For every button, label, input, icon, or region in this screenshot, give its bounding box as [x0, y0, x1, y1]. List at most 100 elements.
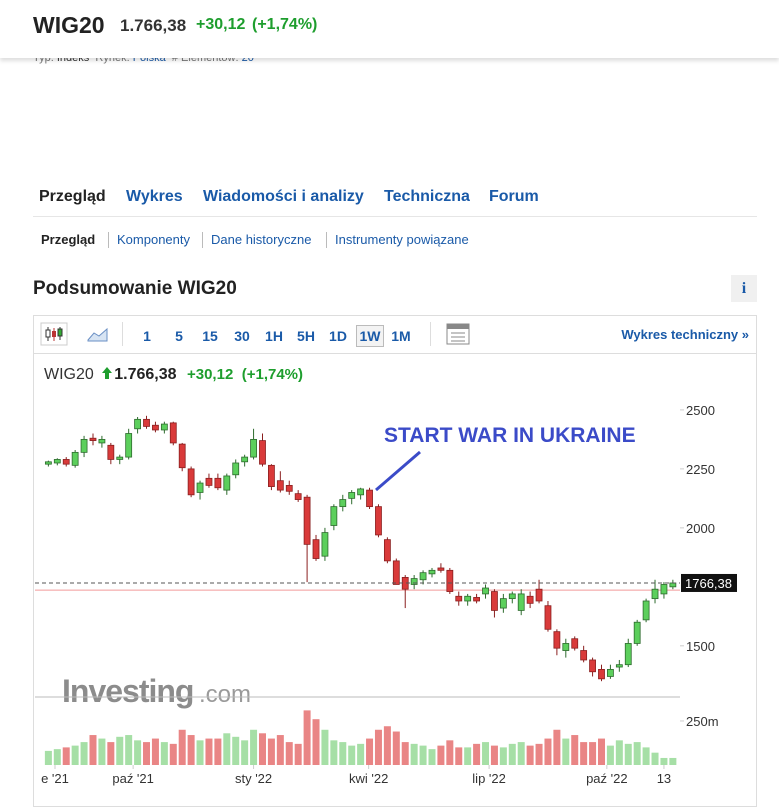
volume-bar	[160, 742, 168, 765]
tab[interactable]: Wiadomości i analizy	[203, 188, 364, 205]
y-tick-label: 2500	[686, 403, 715, 418]
interval-button[interactable]: 1W	[356, 325, 384, 347]
volume-bar	[250, 729, 258, 765]
candle-body	[366, 489, 373, 508]
interval-button[interactable]: 1	[143, 328, 151, 344]
interval-button[interactable]: 30	[234, 328, 250, 344]
legend-change-pct: (+1,74%)	[241, 366, 304, 383]
tab[interactable]: Wykres	[126, 188, 183, 205]
y-tick-label: 2250	[686, 462, 715, 477]
x-tick-label: sty '22	[235, 771, 272, 786]
candle-body	[62, 459, 70, 465]
volume-bar	[196, 740, 204, 765]
subtab[interactable]: Komponenty	[117, 232, 190, 247]
candle-body	[392, 560, 400, 585]
candle-body	[276, 480, 284, 491]
annotation-arrow	[375, 450, 421, 492]
volume-bar	[107, 742, 115, 765]
candle-body	[187, 468, 195, 496]
layout-icon[interactable]	[446, 323, 470, 345]
change-pct: (+1,74%)	[252, 16, 318, 33]
candle-body	[134, 418, 141, 430]
candle-body	[116, 456, 124, 460]
volume-bar	[660, 757, 668, 765]
volume-bar	[615, 740, 623, 765]
symbol: WIG20	[33, 12, 105, 38]
volume-bar	[143, 742, 151, 765]
candle-body	[571, 638, 579, 649]
candle-body	[178, 443, 186, 469]
y-tick-label: 1500	[686, 639, 715, 654]
candle-body	[499, 598, 507, 609]
interval-button[interactable]: 15	[202, 328, 218, 344]
candle-body	[321, 532, 329, 557]
volume-bar	[392, 731, 400, 765]
interval-button[interactable]: 1M	[391, 328, 411, 344]
volume-bar	[473, 743, 481, 765]
candle-body	[419, 572, 427, 581]
tab[interactable]: Przegląd	[39, 188, 106, 205]
x-tick-label: 13	[657, 771, 671, 786]
y-tick-label: 2000	[686, 521, 715, 536]
volume-bar	[669, 757, 677, 765]
volume-bar	[535, 743, 543, 765]
candle-body	[535, 588, 543, 602]
info-button[interactable]: i	[731, 275, 757, 302]
volume-bar	[71, 745, 79, 765]
volume-bar	[223, 733, 231, 765]
x-tick-label: paź '21	[112, 771, 154, 786]
volume-bar	[562, 738, 570, 765]
interval-button[interactable]: 1D	[329, 328, 347, 344]
volume-bar	[187, 735, 195, 765]
volume-bar	[624, 743, 632, 765]
volume-bar	[348, 745, 356, 765]
x-tick-label: lip '22	[472, 771, 506, 786]
volume-bar	[499, 747, 507, 765]
volume-bar	[205, 738, 213, 765]
candle-body	[517, 593, 525, 611]
candle-body	[589, 659, 596, 673]
toolbar-border	[34, 353, 756, 354]
volume-bar	[339, 742, 347, 765]
tab[interactable]: Forum	[489, 188, 539, 205]
up-arrow	[102, 367, 113, 379]
volume-bar	[366, 738, 374, 765]
tab[interactable]: Techniczna	[384, 188, 470, 205]
volume-bar	[303, 710, 311, 765]
watermark: Investing	[62, 673, 193, 709]
subtab[interactable]: Dane historyczne	[211, 232, 312, 247]
volume-bar	[98, 738, 106, 765]
candle-body	[152, 424, 159, 431]
volume-bar	[241, 740, 249, 765]
separator	[202, 232, 203, 248]
subtab[interactable]: Instrumenty powiązane	[335, 232, 469, 247]
candle-body	[615, 664, 623, 668]
interval-button[interactable]: 5H	[297, 328, 315, 344]
volume-bar	[374, 729, 382, 765]
area-icon[interactable]	[86, 324, 110, 344]
candle-body	[464, 595, 472, 602]
last-price-label: 1766,38	[685, 576, 732, 591]
candle-body	[89, 437, 97, 441]
volume-bar	[455, 747, 463, 765]
volume-bar	[267, 738, 275, 765]
chart-legend: WIG20 1.766,38 +30,12 (+1,74%)	[44, 366, 303, 384]
annotation: START WAR IN UKRAINE	[384, 424, 636, 447]
subtab[interactable]: Przegląd	[41, 232, 96, 247]
candle-body	[241, 456, 249, 463]
candle-body	[143, 418, 150, 427]
volume-bar	[553, 729, 561, 765]
candle-body	[71, 451, 79, 466]
technical-chart-link[interactable]: Wykres techniczny »	[621, 327, 749, 342]
interval-button[interactable]: 1H	[265, 328, 283, 344]
volume-bar	[410, 743, 418, 765]
candle-body	[473, 597, 480, 602]
volume-bar	[544, 738, 552, 765]
interval-button[interactable]: 5	[175, 328, 183, 344]
volume-bar	[178, 729, 186, 765]
candle-body	[330, 506, 338, 526]
candle-icon[interactable]	[40, 322, 68, 346]
x-tick-label: e '21	[41, 771, 69, 786]
candle-body	[339, 499, 347, 508]
